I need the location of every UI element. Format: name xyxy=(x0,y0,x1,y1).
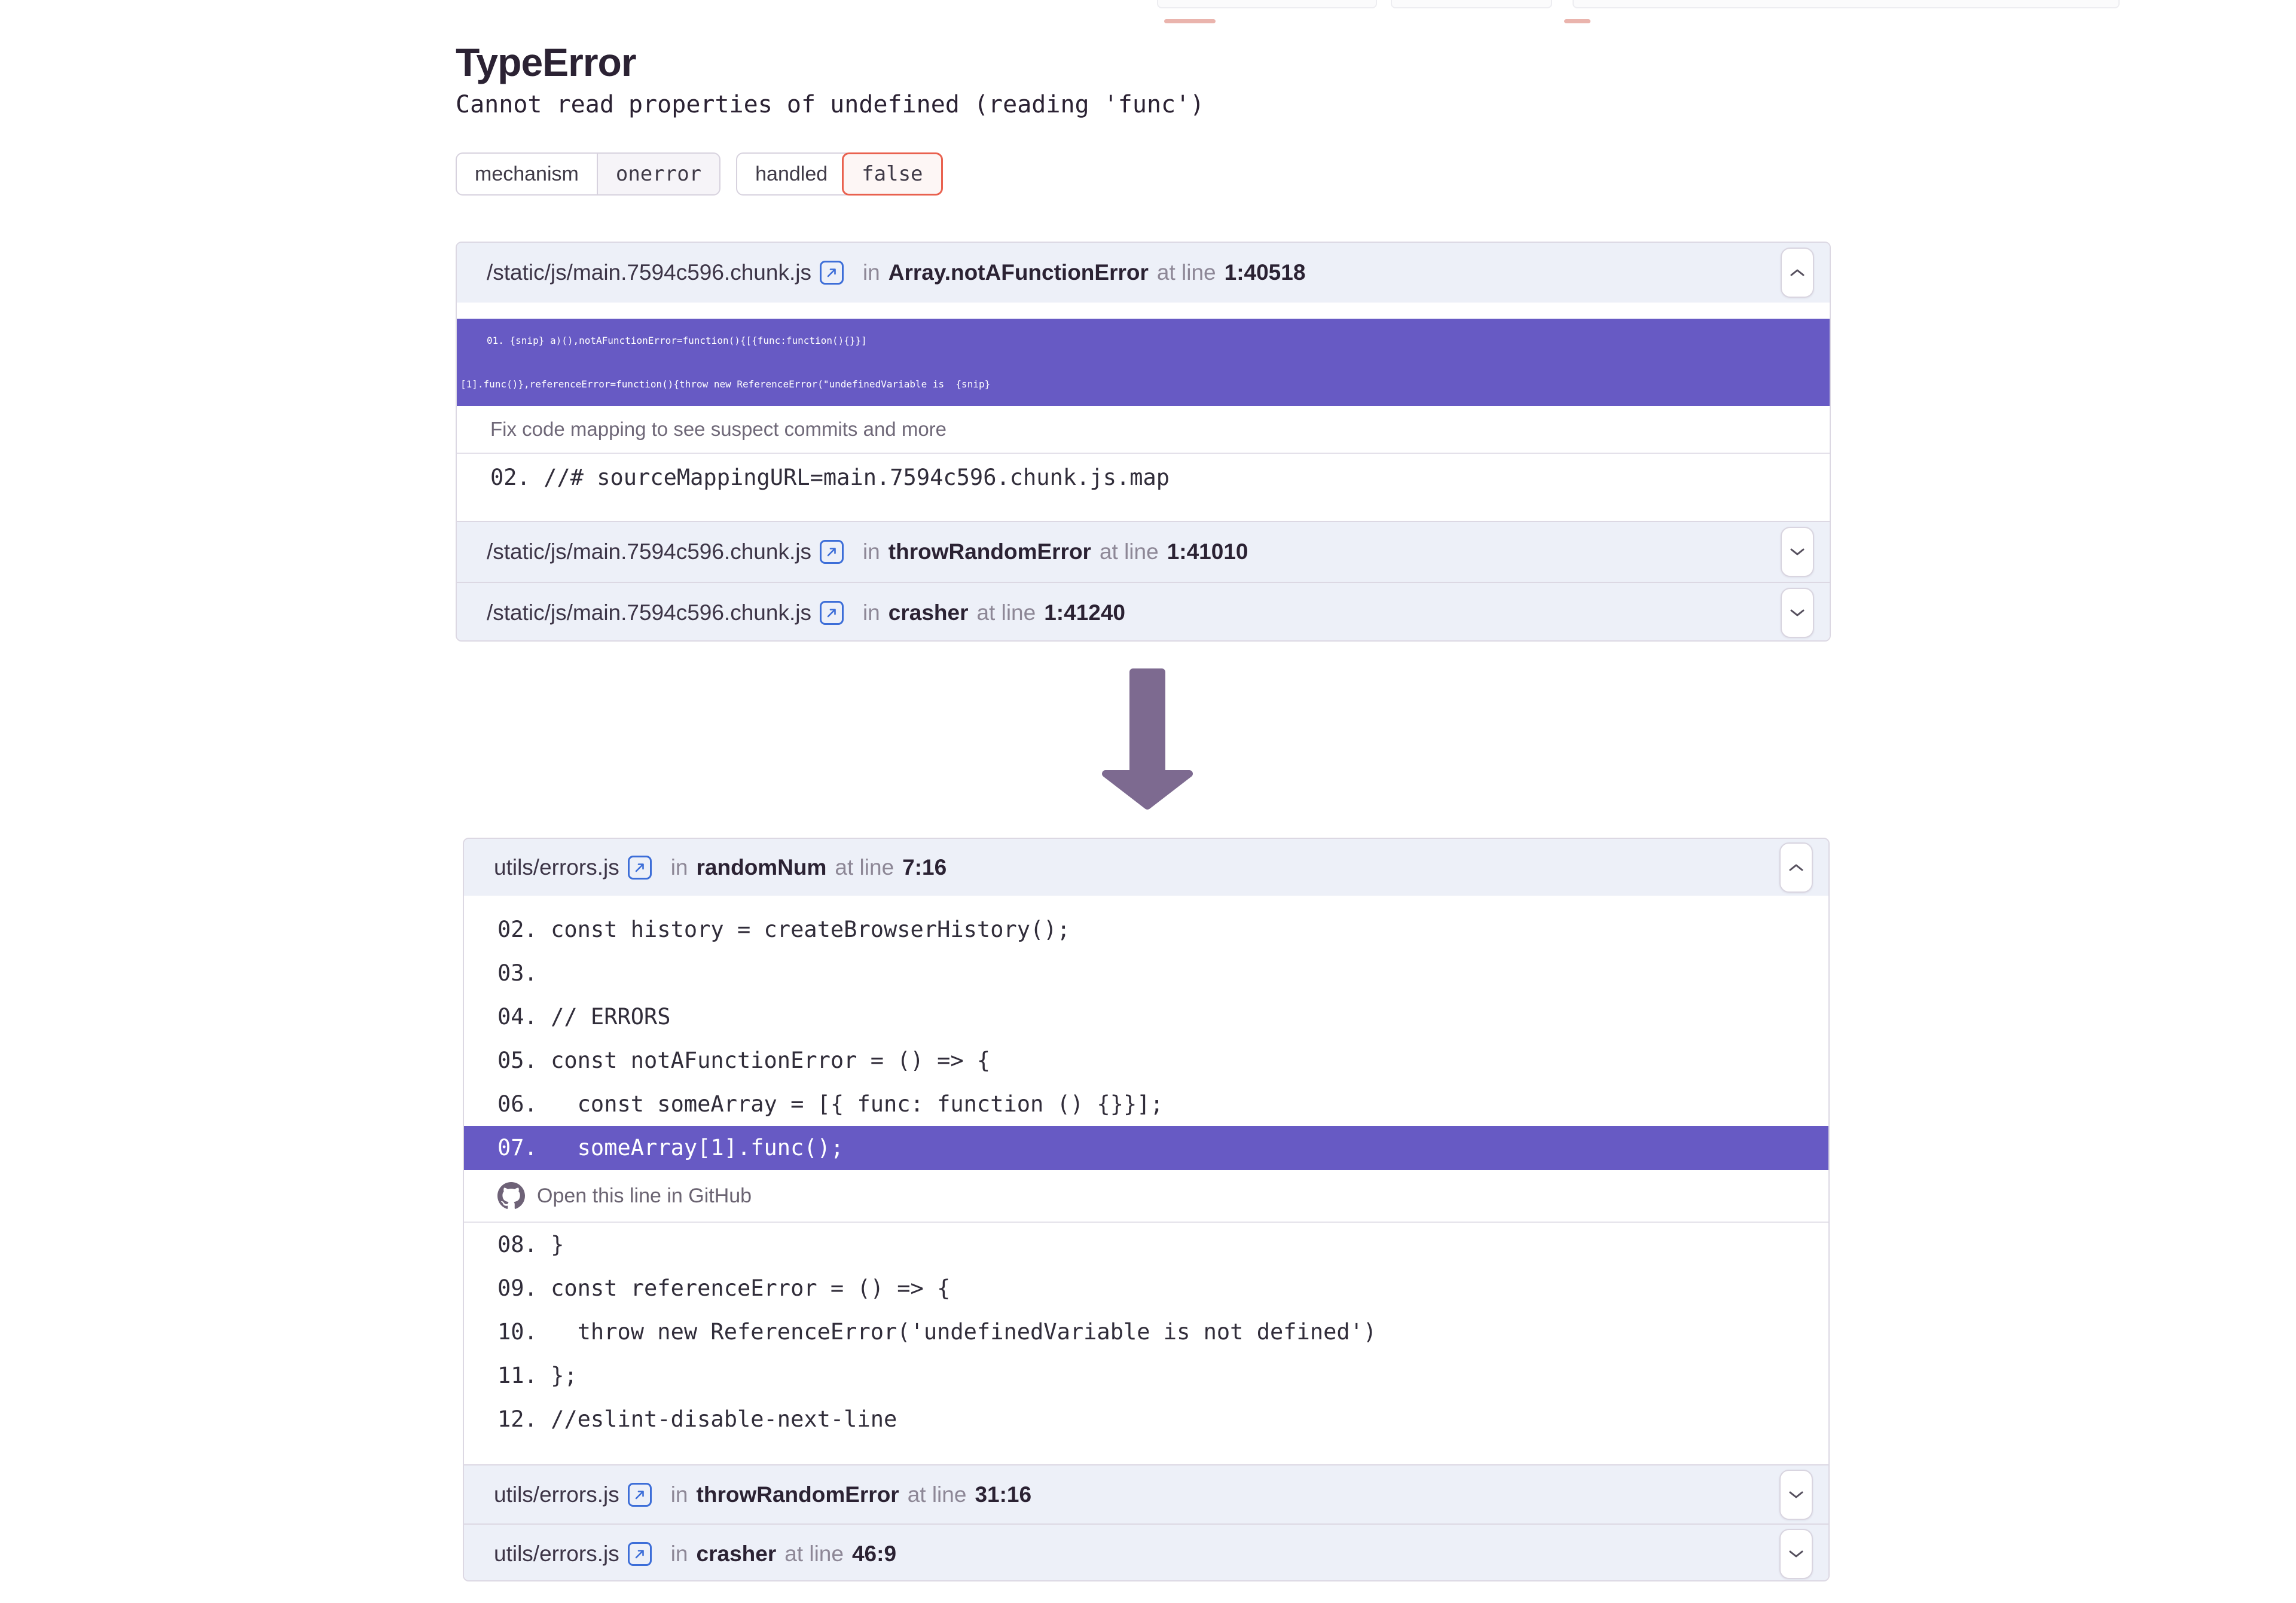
code-line: 02. //# sourceMappingURL=main.7594c596.c… xyxy=(490,465,1170,490)
at-line-label: at line xyxy=(907,1482,967,1507)
code-line: 12. //eslint-disable-next-line xyxy=(497,1406,897,1432)
code-line-active: 07. someArray[1].func(); xyxy=(464,1126,1828,1170)
frame-module: utils/errors.js xyxy=(494,1541,619,1566)
code-context: 01. {snip} a)(),notAFunctionError=functi… xyxy=(457,303,1830,521)
github-link-label: Open this line in GitHub xyxy=(537,1184,752,1207)
at-line-label: at line xyxy=(976,600,1036,625)
code-line: 09. const referenceError = () => { xyxy=(497,1275,951,1301)
frame-function: Array.notAFunctionError xyxy=(888,260,1149,285)
frame-function: throwRandomError xyxy=(888,539,1091,564)
cropped-top-accent xyxy=(1564,19,1590,23)
open-in-new-tab-icon[interactable] xyxy=(627,855,652,880)
code-line-active-wrap: [1].func()},referenceError=function(){th… xyxy=(460,378,991,390)
tag-mechanism: mechanism onerror xyxy=(456,152,721,196)
code-line: 02. const history = createBrowserHistory… xyxy=(497,917,1070,942)
frame-module: /static/js/main.7594c596.chunk.js xyxy=(487,539,811,564)
collapse-frame-button[interactable] xyxy=(1781,248,1814,298)
cropped-top-element xyxy=(1157,0,1377,8)
tag-key: handled xyxy=(736,152,847,196)
in-label: in xyxy=(862,539,880,564)
tag-value: false xyxy=(842,152,943,196)
code-line-active: 01. {snip} a)(),notAFunctionError=functi… xyxy=(487,335,867,346)
frame-line-number: 1:40518 xyxy=(1224,260,1306,285)
flow-down-arrow-icon xyxy=(1100,665,1195,815)
expand-frame-button[interactable] xyxy=(1781,527,1814,577)
github-icon xyxy=(497,1182,525,1209)
cropped-top-element xyxy=(1573,0,2120,8)
frame-line-number: 46:9 xyxy=(851,1541,897,1566)
cropped-top-accent xyxy=(1164,19,1216,23)
code-line: 06. const someArray = [{ func: function … xyxy=(497,1091,1164,1117)
stack-frame-header[interactable]: utils/errors.js in throwRandomError at l… xyxy=(464,1464,1828,1523)
at-line-label: at line xyxy=(835,854,894,880)
frame-module: utils/errors.js xyxy=(494,1482,619,1507)
stack-trace-panel-minified: /static/js/main.7594c596.chunk.js in Arr… xyxy=(456,242,1831,642)
frame-function: crasher xyxy=(888,600,969,625)
error-title: TypeError xyxy=(456,40,637,84)
expand-frame-button[interactable] xyxy=(1779,1528,1813,1579)
stack-frame-header[interactable]: /static/js/main.7594c596.chunk.js in cra… xyxy=(457,582,1830,640)
at-line-label: at line xyxy=(1099,539,1159,564)
open-in-new-tab-icon[interactable] xyxy=(819,540,844,564)
code-context: 02. const history = createBrowserHistory… xyxy=(464,896,1828,1464)
frame-function: randomNum xyxy=(696,854,827,880)
in-label: in xyxy=(862,260,880,285)
open-in-new-tab-icon[interactable] xyxy=(819,261,844,285)
code-line: 08. } xyxy=(497,1232,564,1257)
collapse-frame-button[interactable] xyxy=(1779,842,1813,893)
stack-frame-header[interactable]: utils/errors.js in randomNum at line 7:1… xyxy=(464,839,1828,896)
at-line-label: at line xyxy=(1156,260,1216,285)
tag-handled: handled false xyxy=(736,152,943,196)
code-line: 11. }; xyxy=(497,1363,578,1388)
highlighted-code-block: 01. {snip} a)(),notAFunctionError=functi… xyxy=(457,319,1830,406)
frame-function: crasher xyxy=(696,1541,777,1566)
open-in-new-tab-icon[interactable] xyxy=(627,1541,652,1566)
in-label: in xyxy=(670,854,688,880)
in-label: in xyxy=(670,1482,688,1507)
in-label: in xyxy=(670,1541,688,1566)
frame-module: utils/errors.js xyxy=(494,854,619,880)
open-in-new-tab-icon[interactable] xyxy=(819,601,844,625)
code-line: 10. throw new ReferenceError('undefinedV… xyxy=(497,1319,1377,1345)
frame-module: /static/js/main.7594c596.chunk.js xyxy=(487,260,811,285)
code-line: 04. // ERRORS xyxy=(497,1004,671,1030)
frame-line-number: 31:16 xyxy=(975,1482,1032,1507)
frame-module: /static/js/main.7594c596.chunk.js xyxy=(487,600,811,625)
tag-list: mechanism onerror handled false xyxy=(456,152,943,196)
frame-line-number: 7:16 xyxy=(902,854,947,880)
tag-key: mechanism xyxy=(456,152,597,196)
frame-function: throwRandomError xyxy=(696,1482,899,1507)
stack-frame-header[interactable]: /static/js/main.7594c596.chunk.js in Arr… xyxy=(457,243,1830,303)
code-line: 03. xyxy=(497,960,538,986)
tag-value: onerror xyxy=(596,152,721,196)
frame-line-number: 1:41240 xyxy=(1044,600,1126,625)
in-label: in xyxy=(862,600,880,625)
at-line-label: at line xyxy=(784,1541,844,1566)
error-message: Cannot read properties of undefined (rea… xyxy=(456,91,1205,118)
open-in-new-tab-icon[interactable] xyxy=(627,1482,652,1507)
stack-frame-header[interactable]: utils/errors.js in crasher at line 46:9 xyxy=(464,1523,1828,1580)
fix-code-mapping-link[interactable]: Fix code mapping to see suspect commits … xyxy=(457,406,1830,454)
expand-frame-button[interactable] xyxy=(1781,588,1814,638)
open-line-in-github-link[interactable]: Open this line in GitHub xyxy=(464,1170,1828,1223)
cropped-top-element xyxy=(1391,0,1552,8)
code-line: 05. const notAFunctionError = () => { xyxy=(497,1048,991,1073)
frame-line-number: 1:41010 xyxy=(1167,539,1248,564)
stack-frame-header[interactable]: /static/js/main.7594c596.chunk.js in thr… xyxy=(457,521,1830,582)
stack-trace-panel-source: utils/errors.js in randomNum at line 7:1… xyxy=(463,838,1830,1581)
expand-frame-button[interactable] xyxy=(1779,1469,1813,1520)
